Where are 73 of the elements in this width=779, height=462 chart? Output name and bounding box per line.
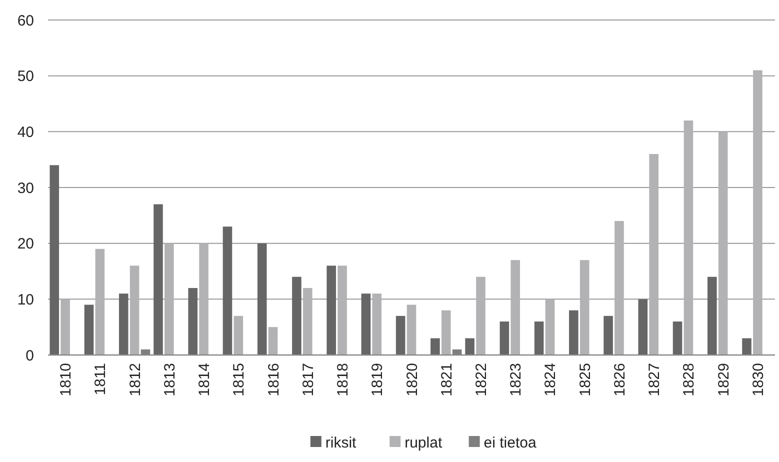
bar [753,70,762,355]
y-tick-label: 0 [26,347,34,364]
x-tick-label: 1819 [369,363,386,396]
x-tick-label: 1815 [230,363,248,396]
bar [372,294,382,355]
bar [302,288,312,355]
bar [430,338,440,355]
x-tick-label: 1817 [300,363,317,396]
bar [569,310,578,355]
bar [604,316,613,355]
x-tick-label: 1826 [611,363,628,396]
bar [638,299,648,355]
x-tick-label: 1814 [196,363,214,396]
bar [465,338,474,355]
bar [614,221,624,355]
bar [326,266,336,355]
legend-label: ei tietoa [484,434,537,452]
bar [500,322,510,355]
bar [130,266,140,355]
bar [476,276,486,355]
x-tick-label: 1825 [576,363,594,396]
bar [292,276,302,355]
x-tick-label: 1830 [750,363,767,396]
x-tick-label: 1827 [646,363,664,396]
y-tick-label: 50 [17,68,34,86]
bar [406,304,416,355]
bar [441,310,451,355]
y-tick-label: 10 [17,291,34,308]
legend-label: ruplat [404,434,443,452]
bar [118,294,128,355]
bar [60,299,70,355]
x-tick-label: 1820 [404,363,421,396]
x-tick-label: 1822 [472,363,490,396]
y-tick-label: 30 [17,180,34,197]
bar [718,132,728,355]
bar [684,120,694,355]
x-tick-label: 1812 [126,363,144,396]
bar [257,243,267,355]
bar [188,288,198,355]
bar [338,266,347,355]
bar [742,338,752,355]
bar [164,243,174,355]
bar [534,322,544,355]
bar [649,154,658,355]
x-tick-label: 1818 [334,363,352,396]
bar [234,316,244,355]
y-tick-label: 40 [17,124,34,141]
bar [199,243,208,355]
bar [672,322,682,355]
x-tick-label: 1811 [92,363,110,396]
x-tick-label: 1810 [58,363,75,396]
x-tick-label: 1829 [715,363,732,396]
y-tick-label: 20 [17,236,34,253]
x-tick-label: 1828 [680,363,698,396]
x-tick-label: 1821 [438,363,456,396]
bar [95,248,105,355]
legend-label: riksit [325,434,358,452]
y-tick-label: 60 [17,12,34,30]
x-tick-label: 1813 [161,363,178,396]
x-tick-label: 1823 [508,363,525,396]
bar [707,276,717,355]
x-tick-label: 1824 [542,363,560,396]
bar [510,260,520,355]
bar [222,226,232,355]
bar [84,304,94,355]
bar [545,299,555,355]
bar [396,316,406,355]
bar [580,260,590,355]
bar [361,294,371,355]
x-tick-label: 1816 [265,363,282,396]
bar [50,165,60,355]
bar [154,204,163,355]
bar [268,327,278,355]
